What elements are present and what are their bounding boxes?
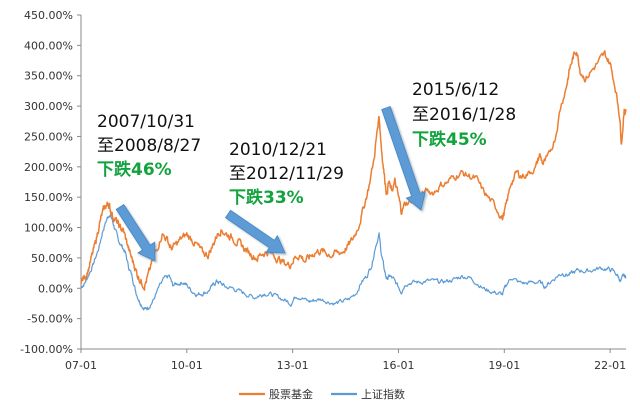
x-tick-label: 07-01 bbox=[65, 359, 97, 372]
y-tick-label: 100.00% bbox=[24, 222, 73, 235]
arrow-2007-drop bbox=[115, 204, 156, 262]
series-line-fund bbox=[80, 50, 627, 291]
y-tick-label: 50.00% bbox=[31, 252, 73, 265]
legend-label-index: 上证指数 bbox=[361, 387, 405, 401]
series-line-index bbox=[80, 213, 627, 311]
y-ticks: 450.00% 400.00% 350.00% 300.00% 250.00% 200.0… bbox=[20, 9, 81, 356]
axes bbox=[80, 15, 626, 350]
annotation-2007-drop: 2007/10/31 至2008/8/27 下跌46% bbox=[97, 112, 201, 180]
annotation-2-line2: 至2012/11/29 bbox=[229, 164, 344, 184]
annotation-3-line2: 至2016/1/28 bbox=[412, 105, 516, 125]
annotation-1-line2: 至2008/8/27 bbox=[97, 136, 201, 156]
x-tick-label: 10-01 bbox=[171, 359, 203, 372]
annotation-2015-drop: 2015/6/12 至2016/1/28 下跌45% bbox=[412, 80, 516, 150]
y-tick-label: 350.00% bbox=[24, 70, 73, 83]
annotation-1-line3: 下跌46% bbox=[97, 160, 172, 180]
y-tick-label: 300.00% bbox=[24, 100, 73, 113]
arrow-2015-drop bbox=[381, 105, 426, 211]
arrow-2010-drop bbox=[224, 209, 286, 254]
y-tick-label: 150.00% bbox=[24, 191, 73, 204]
annotation-2010-drop: 2010/12/21 至2012/11/29 下跌33% bbox=[229, 140, 344, 208]
y-tick-label: 450.00% bbox=[24, 9, 73, 22]
x-tick-label: 16-01 bbox=[382, 359, 414, 372]
y-tick-label: -100.00% bbox=[20, 343, 73, 356]
y-tick-label: -50.00% bbox=[27, 313, 73, 326]
x-ticks: 07-01 10-01 13-01 16-01 19-01 22-01 bbox=[65, 349, 626, 372]
x-tick-label: 19-01 bbox=[488, 359, 520, 372]
y-tick-label: 400.00% bbox=[24, 39, 73, 52]
annotation-3-line3: 下跌45% bbox=[412, 130, 487, 150]
y-tick-label: 250.00% bbox=[24, 130, 73, 143]
x-tick-label: 13-01 bbox=[277, 359, 309, 372]
arrows bbox=[115, 105, 426, 262]
annotation-2-line3: 下跌33% bbox=[229, 188, 304, 208]
y-tick-label: 0.00% bbox=[38, 282, 73, 295]
annotation-1-line1: 2007/10/31 bbox=[97, 112, 195, 132]
legend-label-fund: 股票基金 bbox=[269, 387, 313, 401]
annotation-3-line1: 2015/6/12 bbox=[412, 80, 499, 100]
x-tick-label: 22-01 bbox=[594, 359, 626, 372]
y-tick-label: 200.00% bbox=[24, 161, 73, 174]
annotation-2-line1: 2010/12/21 bbox=[229, 140, 327, 160]
series-layer bbox=[80, 50, 627, 311]
legend: 股票基金 上证指数 bbox=[239, 387, 405, 401]
